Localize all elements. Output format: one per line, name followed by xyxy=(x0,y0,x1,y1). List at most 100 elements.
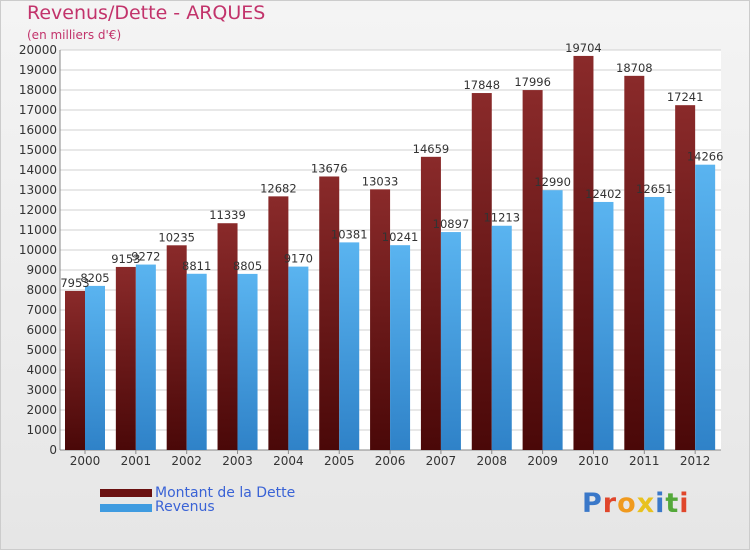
y-tick-label: 11000 xyxy=(19,223,57,237)
x-tick-label: 2007 xyxy=(426,454,457,468)
y-tick-label: 7000 xyxy=(26,303,57,317)
bar-revenue-2005 xyxy=(339,242,360,450)
bar-revenue-2010 xyxy=(593,201,614,450)
x-tick-label: 2012 xyxy=(680,454,711,468)
logo-letter: P xyxy=(582,488,603,519)
y-tick-label: 14000 xyxy=(19,163,57,177)
legend-label-debt: Montant de la Dette xyxy=(155,485,296,501)
data-label-revenue: 8805 xyxy=(233,259,262,273)
bar-revenue-2003 xyxy=(237,273,258,450)
bar-revenue-2006 xyxy=(390,245,411,450)
logo-letter: x xyxy=(636,488,656,519)
data-label-revenue: 10381 xyxy=(331,227,368,241)
y-tick-label: 19000 xyxy=(19,63,57,77)
data-label-revenue: 11213 xyxy=(483,211,520,225)
y-tick-label: 17000 xyxy=(19,103,57,117)
bar-revenue-2009 xyxy=(542,190,563,450)
proxiti-logo: Proxiti xyxy=(582,488,690,519)
data-label-debt: 9153 xyxy=(111,252,140,266)
logo-letter: i xyxy=(655,488,666,519)
x-tick-label: 2008 xyxy=(476,454,507,468)
x-tick-label: 2003 xyxy=(222,454,253,468)
data-label-revenue: 8205 xyxy=(80,271,109,285)
bar-debt-2004 xyxy=(268,196,289,450)
bar-revenue-2008 xyxy=(491,225,512,450)
y-tick-label: 12000 xyxy=(19,203,57,217)
y-tick-label: 18000 xyxy=(19,83,57,97)
bar-debt-2011 xyxy=(624,75,645,450)
data-label-debt: 17996 xyxy=(514,75,551,89)
y-tick-label: 10000 xyxy=(19,243,57,257)
x-tick-label: 2002 xyxy=(171,454,202,468)
legend-swatch-revenue xyxy=(100,504,152,512)
bar-debt-2007 xyxy=(420,156,441,450)
y-tick-label: 8000 xyxy=(26,283,57,297)
bar-revenue-2002 xyxy=(186,273,207,450)
bar-debt-2006 xyxy=(370,189,391,450)
data-label-revenue: 12651 xyxy=(636,182,673,196)
y-tick-label: 2000 xyxy=(26,403,57,417)
x-tick-label: 2000 xyxy=(70,454,101,468)
data-label-revenue: 12402 xyxy=(585,187,622,201)
bar-revenue-2012 xyxy=(695,164,716,450)
legend-label-revenue: Revenus xyxy=(155,499,215,515)
x-tick-label: 2004 xyxy=(273,454,304,468)
y-tick-label: 0 xyxy=(49,443,57,457)
bar-debt-2000 xyxy=(65,290,85,450)
logo-letter: o xyxy=(617,488,637,519)
bar-revenue-2011 xyxy=(644,196,665,450)
y-tick-label: 6000 xyxy=(26,323,57,337)
bar-revenue-2007 xyxy=(440,232,461,450)
bar-debt-2008 xyxy=(471,93,492,450)
bar-debt-2001 xyxy=(115,266,136,450)
logo-letter: i xyxy=(679,488,690,519)
data-label-debt: 18708 xyxy=(616,61,653,75)
bars xyxy=(65,55,716,451)
x-tick-label: 2006 xyxy=(375,454,406,468)
x-tick-label: 2011 xyxy=(629,454,660,468)
bar-debt-2005 xyxy=(319,176,340,451)
y-tick-label: 20000 xyxy=(19,43,57,57)
data-label-debt: 14659 xyxy=(413,142,450,156)
bar-revenue-2000 xyxy=(85,285,105,450)
y-tick-label: 4000 xyxy=(26,363,57,377)
data-label-debt: 19704 xyxy=(565,41,602,55)
logo-letter: r xyxy=(602,488,618,519)
data-label-revenue: 14266 xyxy=(687,150,724,164)
data-label-debt: 10235 xyxy=(158,230,195,244)
logo-letter: t xyxy=(665,488,680,519)
bar-debt-2003 xyxy=(217,223,238,450)
data-label-revenue: 9170 xyxy=(284,252,313,266)
legend-swatch-debt xyxy=(100,489,152,497)
data-label-debt: 12682 xyxy=(260,181,297,195)
y-tick-label: 13000 xyxy=(19,183,57,197)
data-label-debt: 13676 xyxy=(311,161,348,175)
x-tick-label: 2010 xyxy=(578,454,609,468)
y-tick-label: 3000 xyxy=(26,383,57,397)
bar-debt-2002 xyxy=(166,245,187,450)
y-tick-label: 1000 xyxy=(26,423,57,437)
data-label-revenue: 8811 xyxy=(182,259,211,273)
data-label-revenue: 10897 xyxy=(433,217,470,231)
y-tick-label: 15000 xyxy=(19,143,57,157)
bar-revenue-2001 xyxy=(135,264,156,450)
x-tick-label: 2009 xyxy=(527,454,558,468)
bar-debt-2010 xyxy=(573,55,594,451)
data-label-debt: 11339 xyxy=(209,208,246,222)
chart-title: Revenus/Dette - ARQUES xyxy=(27,2,266,24)
x-tick-label: 2005 xyxy=(324,454,355,468)
bar-debt-2009 xyxy=(522,90,543,450)
x-tick-label: 2001 xyxy=(121,454,152,468)
bar-revenue-2004 xyxy=(288,266,309,450)
data-label-debt: 13033 xyxy=(362,174,399,188)
data-label-debt: 7953 xyxy=(60,276,89,290)
y-tick-label: 16000 xyxy=(19,123,57,137)
data-label-revenue: 10241 xyxy=(382,230,419,244)
data-label-debt: 17848 xyxy=(463,78,500,92)
y-tick-label: 5000 xyxy=(26,343,57,357)
data-label-debt: 17241 xyxy=(667,90,704,104)
data-label-revenue: 12990 xyxy=(534,175,571,189)
chart-subtitle: (en milliers d'€) xyxy=(27,28,122,42)
bar-debt-2012 xyxy=(675,105,696,451)
